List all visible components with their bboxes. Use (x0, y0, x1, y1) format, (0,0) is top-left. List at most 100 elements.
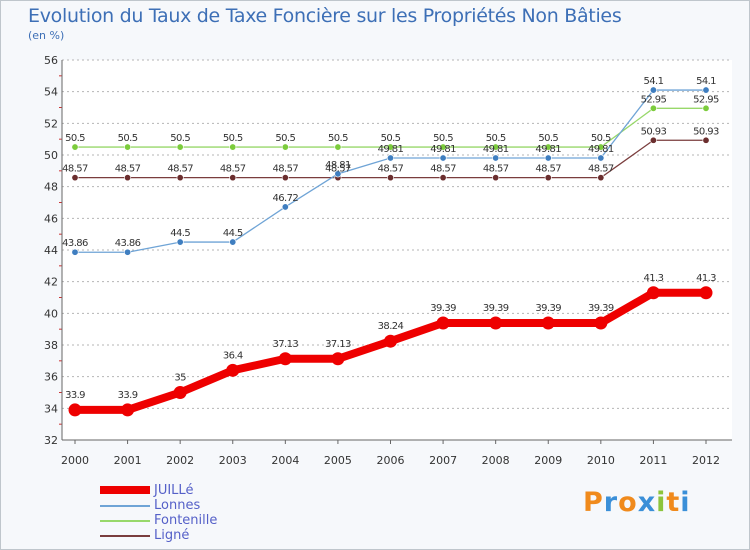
data-point (226, 363, 240, 377)
x-tick-label: 2012 (692, 454, 720, 467)
data-point (594, 316, 608, 330)
x-tick-label: 2000 (61, 454, 89, 467)
data-label: 41.3 (643, 273, 663, 284)
data-label: 48.57 (430, 164, 456, 175)
series-layer (68, 86, 713, 417)
data-label: 48.57 (167, 164, 193, 175)
data-point (597, 174, 605, 182)
data-point (702, 86, 710, 94)
data-label: 48.57 (325, 164, 351, 175)
data-label: 48.81 (325, 160, 351, 171)
x-tick-label: 2011 (639, 454, 667, 467)
data-label: 50.5 (170, 133, 190, 144)
data-point (229, 174, 237, 182)
data-point (281, 174, 289, 182)
x-tick-label: 2010 (587, 454, 615, 467)
data-label: 50.5 (433, 133, 453, 144)
chart-title: Evolution du Taux de Taxe Foncière sur l… (28, 5, 622, 27)
data-point (176, 238, 184, 246)
data-point (439, 154, 447, 162)
data-point (331, 352, 345, 366)
data-point (646, 286, 660, 300)
data-label: 48.57 (588, 164, 614, 175)
data-point (173, 386, 187, 399)
legend-label-2: Fontenille (154, 513, 218, 528)
data-label: 50.5 (118, 133, 138, 144)
data-point (384, 334, 397, 348)
legend-swatch-3 (100, 535, 150, 537)
data-point (124, 174, 132, 182)
x-tick-label: 2008 (482, 454, 510, 467)
data-label: 44.5 (170, 228, 190, 239)
unit-label: (en %) (28, 29, 65, 42)
y-tick-label: 34 (44, 402, 58, 415)
data-label: 33.9 (118, 390, 138, 401)
data-label: 48.57 (535, 164, 561, 175)
data-label: 50.5 (65, 133, 85, 144)
data-point (386, 154, 394, 162)
legend-label-3: Ligné (154, 528, 190, 543)
data-label: 39.39 (430, 303, 456, 314)
data-point (649, 136, 657, 144)
data-point (334, 143, 342, 151)
data-label: 33.9 (65, 390, 85, 401)
x-tick-label: 2003 (219, 454, 247, 467)
data-point (439, 174, 447, 182)
data-label: 52.95 (693, 94, 719, 105)
data-point (386, 143, 394, 151)
data-label: 54.1 (643, 76, 663, 87)
x-tick-label: 2009 (534, 454, 562, 467)
data-labels: 33.9 33.9 35 36.4 37.13 37.13 38.24 39.39 39.39 3… (62, 76, 719, 401)
data-point (597, 154, 605, 162)
data-label: 35 (174, 373, 186, 384)
data-label: 37.13 (325, 339, 351, 350)
data-point (281, 203, 289, 211)
x-tick-label: 2001 (114, 454, 142, 467)
x-tick-label: 2004 (271, 454, 299, 467)
data-point (649, 104, 657, 112)
data-point (436, 316, 450, 330)
data-point (489, 316, 503, 330)
data-point (71, 174, 79, 182)
data-point (229, 143, 237, 151)
data-point (176, 174, 184, 182)
y-tick-label: 48 (44, 181, 58, 194)
data-label: 50.5 (328, 133, 348, 144)
data-label: 49.81 (378, 144, 404, 155)
data-label: 41.3 (696, 273, 716, 284)
y-tick-label: 54 (44, 86, 58, 99)
data-label: 48.57 (378, 164, 404, 175)
data-point (544, 154, 552, 162)
data-point (176, 143, 184, 151)
legend-label-1: Lonnes (154, 498, 201, 513)
data-label: 43.86 (62, 238, 88, 249)
data-point (597, 143, 605, 151)
data-label: 50.5 (381, 133, 401, 144)
x-tick-label: 2006 (377, 454, 405, 467)
data-label: 49.81 (483, 144, 509, 155)
data-point (281, 143, 289, 151)
data-point (492, 143, 500, 151)
data-label: 39.39 (535, 303, 561, 314)
data-point (124, 248, 132, 256)
data-point (699, 286, 713, 300)
data-label: 39.39 (483, 303, 509, 314)
data-point (492, 154, 500, 162)
x-tick-label: 2005 (324, 454, 352, 467)
data-label: 50.5 (486, 133, 506, 144)
proxiti-logo: Proxiti (583, 487, 691, 518)
data-label: 44.5 (223, 228, 243, 239)
y-tick-label: 52 (44, 117, 58, 130)
data-label: 52.95 (641, 94, 667, 105)
data-point (71, 143, 79, 151)
legend-swatch-0 (100, 486, 150, 494)
y-tick-label: 32 (44, 434, 58, 447)
data-label: 37.13 (273, 339, 299, 350)
data-label: 50.93 (693, 126, 719, 137)
y-tick-label: 50 (44, 149, 58, 162)
data-label: 49.81 (430, 144, 456, 155)
data-label: 48.57 (62, 164, 88, 175)
data-point (68, 403, 82, 417)
data-label: 48.57 (220, 164, 246, 175)
